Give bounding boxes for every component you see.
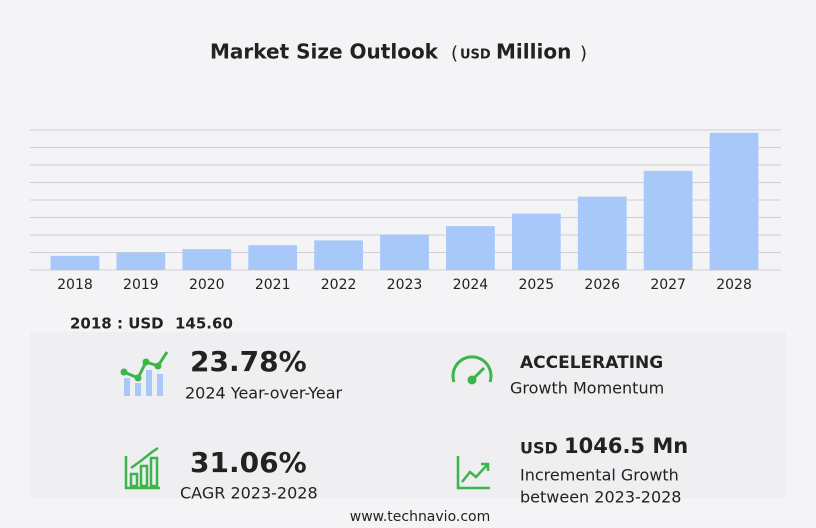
increment-label: Incremental Growth	[520, 466, 679, 485]
base-value: 145.60	[175, 315, 233, 333]
bar	[511, 213, 561, 270]
unit-name: Million	[496, 40, 571, 64]
bar	[116, 252, 166, 270]
bar	[380, 234, 429, 270]
bar	[314, 240, 363, 270]
title-group: Market Size Outlook ( USD Million )	[210, 40, 587, 65]
x-tick-label: 2023	[387, 277, 423, 293]
icon-cagr	[124, 446, 160, 490]
icon-yoy	[120, 351, 169, 396]
bar	[577, 196, 627, 270]
chart-title: Market Size Outlook	[210, 40, 439, 64]
x-tick-label: 2022	[321, 277, 357, 293]
icon-growth	[456, 456, 490, 490]
momentum-label: Growth Momentum	[510, 379, 664, 398]
unit-open: (	[451, 43, 458, 64]
x-tick-label: 2021	[255, 277, 291, 293]
bar	[182, 249, 232, 270]
cagr-value: 31.06%	[190, 446, 307, 479]
cagr-label: CAGR 2023-2028	[180, 484, 318, 503]
increment-value: 1046.5 Mn	[564, 434, 688, 458]
x-tick-label: 2028	[716, 277, 752, 293]
footer: www.technavio.com	[350, 509, 491, 525]
x-tick-label: 2026	[584, 277, 620, 293]
bar	[50, 255, 100, 270]
increment-label-2: between 2023-2028	[520, 488, 681, 507]
yoy-value: 23.78%	[190, 345, 307, 378]
x-tick-label: 2019	[123, 277, 159, 293]
base-label: 2018 : USD	[70, 315, 164, 333]
plot: 2018 2019 2020 2021 2022 2023 2024 2025 2026 2027…	[30, 129, 781, 293]
yoy-label: 2024 Year-over-Year	[185, 384, 343, 403]
bar	[643, 170, 693, 270]
x-tick-label: 2025	[518, 277, 554, 293]
x-tick-label: 2027	[650, 277, 686, 293]
x-tick-label: 2020	[189, 277, 225, 293]
momentum-value: ACCELERATING	[520, 353, 663, 373]
unit-close: )	[580, 43, 587, 64]
bar	[446, 226, 495, 270]
x-tick-label: 2018	[57, 277, 93, 293]
increment-prefix: USD	[520, 439, 558, 458]
bar	[248, 245, 298, 270]
icon-gauge	[451, 355, 493, 385]
x-tick-label: 2024	[453, 277, 489, 293]
bar	[709, 132, 759, 270]
unit-currency: USD	[460, 48, 491, 63]
